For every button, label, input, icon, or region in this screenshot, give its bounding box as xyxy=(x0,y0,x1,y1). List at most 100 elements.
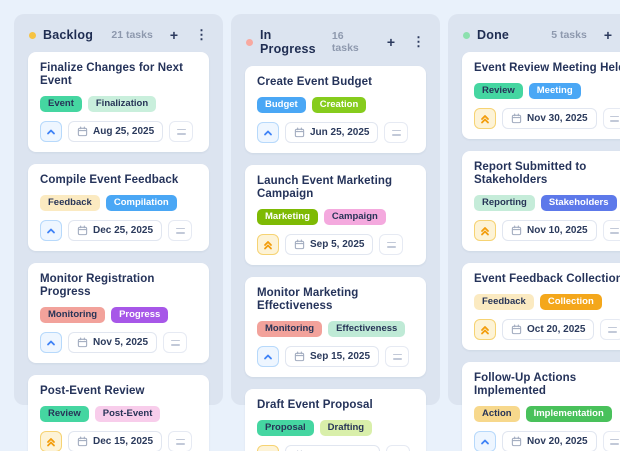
priority-button[interactable] xyxy=(257,445,279,451)
due-date-button[interactable]: Nov 20, 2025 xyxy=(502,431,597,451)
notes-icon xyxy=(610,227,620,229)
notes-button[interactable] xyxy=(386,445,411,451)
calendar-icon xyxy=(511,324,522,335)
chevron-up-icon xyxy=(47,129,55,134)
notes-button[interactable] xyxy=(168,220,193,241)
notes-button[interactable] xyxy=(384,122,409,143)
task-card[interactable]: Report Submitted to Stakeholders Reporti… xyxy=(462,151,620,251)
priority-button[interactable] xyxy=(474,108,496,129)
column-status-dot xyxy=(463,31,470,39)
priority-button[interactable] xyxy=(40,332,62,353)
tag-row: Feedback Compilation xyxy=(40,195,197,211)
calendar-icon xyxy=(294,127,305,138)
task-card[interactable]: Post-Event Review Review Post-Event xyxy=(28,375,209,451)
notes-button[interactable] xyxy=(379,234,404,255)
notes-icon xyxy=(175,438,185,440)
notes-button[interactable] xyxy=(600,319,620,340)
due-date-text: Nov 10, 2025 xyxy=(527,225,588,236)
card-footer: Dec 15, 2025 xyxy=(40,431,197,451)
add-card-icon[interactable]: + xyxy=(603,27,612,43)
priority-button[interactable] xyxy=(257,346,279,367)
column-title: In Progress xyxy=(260,28,316,56)
task-title: Finalize Changes for Next Event xyxy=(40,62,184,87)
chevron-up-icon xyxy=(264,354,272,359)
column-done: Done 5 tasks + ⋮ Event Review Meeting He… xyxy=(448,14,620,451)
double-chevron-up-icon xyxy=(481,325,489,334)
tag: Stakeholders xyxy=(540,195,617,211)
tag: Implementation xyxy=(525,406,612,422)
tag: Effectiveness xyxy=(328,321,406,337)
task-card[interactable]: Finalize Changes for Next Event Event Fi… xyxy=(28,52,209,152)
task-title: Draft Event Proposal xyxy=(257,399,373,411)
column-task-count: 16 tasks xyxy=(331,30,359,54)
due-date-button[interactable]: Dec 25, 2025 xyxy=(68,220,163,241)
notes-button[interactable] xyxy=(385,346,410,367)
due-date-text: Sep 15, 2025 xyxy=(310,351,371,362)
task-card[interactable]: Compile Event Feedback Feedback Compilat… xyxy=(28,164,209,251)
task-title: Monitor Registration Progress xyxy=(40,273,155,298)
task-card[interactable]: Launch Event Marketing Campaign Marketin… xyxy=(245,165,426,265)
card-footer: Nov 30, 2025 xyxy=(474,108,620,129)
due-date-button[interactable]: Oct 20, 2025 xyxy=(502,319,595,340)
card-footer: Dec 25, 2025 xyxy=(40,220,197,241)
task-card[interactable]: Draft Event Proposal Proposal Drafting xyxy=(245,389,426,451)
column-menu-icon[interactable]: ⋮ xyxy=(195,27,208,42)
column-backlog: Backlog 21 tasks + ⋮ Finalize Changes fo… xyxy=(14,14,223,451)
tag-row: Event Finalization xyxy=(40,96,197,112)
notes-button[interactable] xyxy=(168,431,193,451)
priority-button[interactable] xyxy=(40,431,62,451)
task-card[interactable]: Create Event Budget Budget Creation xyxy=(245,66,426,153)
task-title: Follow-Up Actions Implemented xyxy=(474,372,577,397)
task-card[interactable]: Monitor Registration Progress Monitoring… xyxy=(28,263,209,363)
column-header: In Progress 16 tasks + ⋮ xyxy=(245,26,426,66)
card-footer: Nov 5, 2025 xyxy=(40,332,197,353)
tag: Reporting xyxy=(474,195,535,211)
add-card-icon[interactable]: + xyxy=(169,27,178,43)
tag: Feedback xyxy=(40,195,100,211)
priority-button[interactable] xyxy=(40,220,62,241)
task-card[interactable]: Event Review Meeting Held Review Meeting xyxy=(462,52,620,139)
task-card[interactable]: Event Feedback Collection Feedback Colle… xyxy=(462,263,620,350)
due-date-button[interactable]: Jun 25, 2025 xyxy=(285,122,379,143)
card-footer: Sep 15, 2025 xyxy=(257,346,414,367)
notes-button[interactable] xyxy=(169,121,194,142)
due-date-button[interactable]: Nov 30, 2025 xyxy=(502,108,597,129)
priority-button[interactable] xyxy=(257,122,279,143)
tag-row: Feedback Collection xyxy=(474,294,620,310)
column-header: Backlog 21 tasks + ⋮ xyxy=(28,26,209,52)
priority-button[interactable] xyxy=(474,220,496,241)
notes-button[interactable] xyxy=(602,108,620,129)
due-date-text: Aug 25, 2025 xyxy=(93,126,155,137)
priority-button[interactable] xyxy=(257,234,279,255)
due-date-button[interactable]: Sep 15, 2025 xyxy=(285,346,380,367)
notes-button[interactable] xyxy=(602,220,620,241)
notes-button[interactable] xyxy=(602,431,620,451)
add-card-icon[interactable]: + xyxy=(386,34,395,50)
tag-row: Action Implementation xyxy=(474,406,620,422)
due-date-text: Nov 20, 2025 xyxy=(527,436,588,447)
due-date-button[interactable]: May 10, 2025 xyxy=(285,445,381,451)
due-date-text: Dec 15, 2025 xyxy=(93,436,154,447)
due-date-text: Nov 5, 2025 xyxy=(93,337,149,348)
due-date-button[interactable]: Nov 10, 2025 xyxy=(502,220,597,241)
priority-button[interactable] xyxy=(474,319,496,340)
due-date-button[interactable]: Aug 25, 2025 xyxy=(68,121,164,142)
task-card[interactable]: Follow-Up Actions Implemented Action Imp… xyxy=(462,362,620,451)
task-card[interactable]: Monitor Marketing Effectiveness Monitori… xyxy=(245,277,426,377)
calendar-icon xyxy=(294,351,305,362)
calendar-icon xyxy=(511,436,522,447)
due-date-button[interactable]: Sep 5, 2025 xyxy=(285,234,374,255)
tag: Review xyxy=(474,83,523,99)
task-title: Report Submitted to Stakeholders xyxy=(474,161,587,186)
due-date-button[interactable]: Nov 5, 2025 xyxy=(68,332,158,353)
column-menu-icon[interactable]: ⋮ xyxy=(412,34,425,49)
tag: Monitoring xyxy=(40,307,106,323)
priority-button[interactable] xyxy=(40,121,62,142)
tag-row: Monitoring Effectiveness xyxy=(257,321,414,337)
calendar-icon xyxy=(511,113,522,124)
notes-button[interactable] xyxy=(163,332,188,353)
task-title: Event Review Meeting Held xyxy=(474,62,620,74)
due-date-button[interactable]: Dec 15, 2025 xyxy=(68,431,163,451)
priority-button[interactable] xyxy=(474,431,496,451)
task-title: Create Event Budget xyxy=(257,76,373,88)
